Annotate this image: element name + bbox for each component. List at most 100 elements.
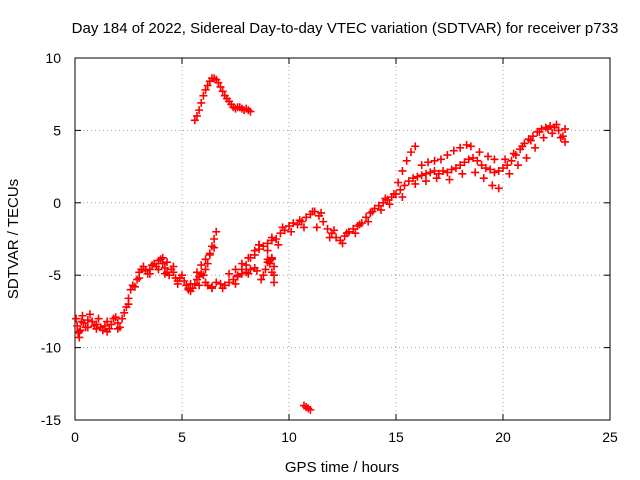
data-point-lower-band-24	[351, 229, 360, 238]
data-point-main-17	[100, 321, 109, 330]
data-point-fragments-9	[257, 275, 266, 284]
data-point-main-0	[72, 314, 81, 323]
data-point-main-74	[216, 279, 225, 288]
data-point-main-128	[447, 165, 456, 174]
data-point-main-117	[400, 181, 409, 190]
data-point-upper-band-35	[436, 155, 445, 164]
data-point-lower-band-8	[160, 269, 169, 278]
data-point-upper-band-27	[394, 178, 403, 187]
data-point-main-132	[464, 155, 473, 164]
data-point-main-123	[426, 168, 435, 177]
data-point-main-6	[78, 311, 87, 320]
data-point-main-65	[203, 259, 212, 268]
data-point-upper-band-33	[424, 158, 433, 167]
data-point-lower-band-35	[479, 174, 488, 183]
data-point-outlier-high-26	[246, 107, 255, 116]
data-point-main-87	[272, 235, 281, 243]
y-tick-label-2: -5	[49, 267, 62, 283]
data-point-lower-band-30	[421, 177, 430, 186]
data-point-outlier-high-4	[199, 91, 208, 100]
data-point-lower-band-40	[522, 153, 531, 162]
data-point-main-141	[503, 161, 512, 170]
data-points	[72, 74, 570, 414]
plot-frame	[74, 57, 611, 421]
data-point-upper-band-42	[484, 152, 493, 161]
data-point-lower-band-28	[398, 193, 407, 202]
data-point-main-112	[379, 198, 388, 207]
data-point-lower-band-34	[471, 168, 480, 177]
data-point-upper-band-21	[329, 226, 338, 235]
data-point-lower-band-1	[83, 323, 92, 332]
data-point-lower-band-18	[274, 240, 283, 249]
data-point-main-153	[554, 126, 563, 135]
data-point-upper-band-17	[278, 223, 287, 232]
data-point-lower-band-41	[531, 143, 540, 152]
data-point-main-131	[460, 158, 469, 167]
data-point-upper-band-51	[561, 124, 570, 133]
data-point-main-133	[469, 153, 478, 162]
data-point-upper-band-24	[368, 207, 377, 216]
chart-title: Day 184 of 2022, Sidereal Day-to-day VTE…	[72, 20, 619, 37]
data-point-fragments-0	[233, 271, 242, 280]
data-point-fragments-12	[270, 262, 279, 271]
data-point-lower-band-6	[135, 274, 144, 283]
data-point-main-119	[409, 174, 418, 183]
data-point-main-140	[499, 164, 507, 173]
data-point-main-136	[481, 164, 490, 173]
data-point-upper-band-41	[475, 148, 484, 157]
data-point-upper-band-19	[308, 207, 317, 216]
data-point-outlier-high-0	[190, 116, 199, 125]
data-point-fragments-7	[261, 265, 270, 274]
data-point-main-125	[434, 169, 443, 178]
data-point-lower-band-20	[299, 223, 308, 232]
data-point-lower-band-3	[103, 327, 112, 336]
data-point-upper-band-22	[342, 229, 351, 238]
series-upper-band	[154, 120, 570, 288]
data-point-main-26	[120, 308, 129, 317]
data-point-main-137	[486, 165, 495, 174]
data-point-upper-band-7	[201, 255, 210, 264]
data-point-lower-band-38	[505, 169, 514, 178]
data-point-main-77	[229, 275, 238, 284]
data-point-lower-band-10	[184, 284, 193, 293]
data-point-upper-band-6	[197, 261, 206, 270]
data-point-upper-band-3	[169, 262, 178, 271]
data-point-main-105	[349, 224, 358, 233]
x-axis-label: GPS time / hours	[285, 459, 399, 476]
data-point-main-25	[118, 314, 127, 323]
axis-ticks	[74, 57, 611, 421]
data-point-main-85	[263, 239, 272, 248]
data-point-main-121	[417, 171, 426, 180]
data-point-main-98	[319, 217, 328, 226]
data-point-lower-band-9	[173, 279, 182, 288]
data-point-upper-band-16	[267, 233, 276, 242]
data-point-outlier-high-12	[216, 82, 225, 91]
data-point-main-11	[88, 317, 97, 326]
data-point-lower-band-19	[287, 227, 296, 236]
data-point-upper-band-45	[509, 149, 518, 158]
data-point-main-16	[98, 326, 107, 335]
data-point-main-88	[276, 229, 285, 238]
data-point-main-81	[246, 265, 255, 274]
data-point-main-127	[443, 168, 452, 177]
data-point-lower-band-12	[207, 284, 216, 293]
y-axis-tick-labels: -15 -10 -5 0 5 10	[41, 50, 61, 428]
data-point-upper-band-9	[210, 243, 219, 252]
data-point-upper-band-8	[205, 249, 214, 258]
data-point-lower-band-7	[145, 269, 154, 278]
data-point-lower-band-5	[124, 300, 133, 309]
data-point-upper-band-36	[443, 151, 452, 160]
data-point-main-54	[180, 276, 189, 285]
data-point-upper-band-2	[163, 258, 172, 267]
data-point-upper-band-31	[411, 142, 420, 151]
data-point-upper-band-0	[154, 256, 163, 265]
data-point-upper-band-30	[406, 148, 415, 157]
data-point-lower-band-15	[244, 269, 253, 278]
data-point-main-99	[323, 224, 332, 233]
data-point-outlier-high-3	[197, 98, 206, 107]
data-point-main-116	[396, 185, 405, 194]
data-point-lower-band-16	[252, 266, 261, 275]
data-point-outlier-high-2	[195, 106, 204, 115]
data-point-main-4	[76, 326, 85, 335]
x-tick-label-3: 15	[388, 429, 404, 445]
